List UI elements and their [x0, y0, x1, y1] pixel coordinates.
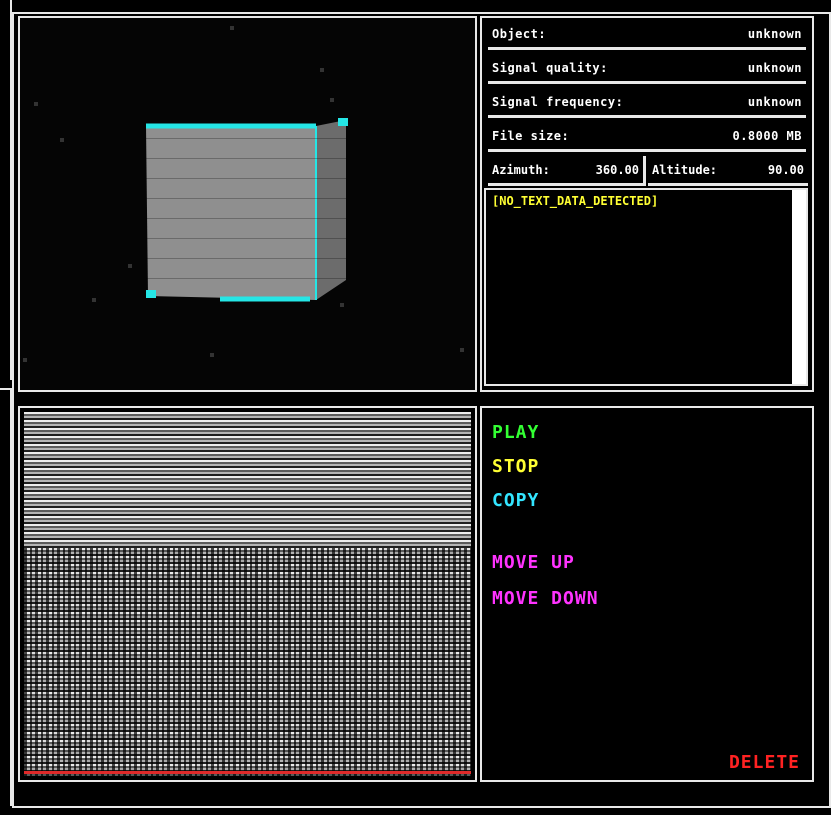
scanlines [146, 138, 346, 279]
cube-corner [338, 118, 348, 126]
text-data-message: [NO_TEXT_DATA_DETECTED] [492, 194, 659, 208]
delete-button[interactable]: DELETE [728, 752, 800, 773]
object-value: unknown [747, 26, 802, 41]
main-frame [12, 12, 831, 808]
signal-quality-row: Signal quality: unknown [488, 54, 806, 84]
spectrogram-noise [24, 548, 471, 776]
object-row: Object: unknown [488, 20, 806, 50]
altitude-value: 90.00 [767, 162, 804, 177]
signal-frequency-label: Signal frequency: [492, 94, 624, 109]
left-panel-edge [0, 0, 12, 380]
controls-panel: PLAY STOP COPY MOVE UP MOVE DOWN DELETE [480, 406, 814, 782]
cube-object [146, 118, 348, 302]
text-data-box[interactable]: [NO_TEXT_DATA_DETECTED] [484, 188, 808, 386]
info-panel: Object: unknown Signal quality: unknown … [480, 16, 814, 392]
copy-button[interactable]: COPY [492, 490, 540, 511]
file-size-value: 0.8000 MB [732, 128, 802, 143]
file-size-row: File size: 0.8000 MB [488, 122, 806, 152]
object-label: Object: [492, 26, 547, 41]
signal-frequency-row: Signal frequency: unknown [488, 88, 806, 118]
azimuth-label: Azimuth: [492, 162, 550, 177]
playback-position-line [24, 771, 471, 774]
move-up-button[interactable]: MOVE UP [492, 552, 575, 573]
signal-spectrogram [18, 406, 477, 782]
cube-side-face [316, 120, 346, 300]
file-size-label: File size: [492, 128, 570, 143]
play-button[interactable]: PLAY [492, 422, 540, 443]
altitude-label: Altitude: [652, 162, 718, 177]
stop-button[interactable]: STOP [492, 456, 540, 477]
altitude-row: Altitude: 90.00 [648, 156, 808, 186]
left-panel-edge-lower [0, 388, 12, 806]
signal-quality-label: Signal quality: [492, 60, 608, 75]
object-viewer[interactable] [18, 16, 477, 392]
azimuth-value: 360.00 [595, 162, 639, 177]
move-down-button[interactable]: MOVE DOWN [492, 588, 599, 609]
signal-quality-value: unknown [747, 60, 802, 75]
signal-frequency-value: unknown [747, 94, 802, 109]
text-data-scrollbar[interactable] [792, 190, 806, 384]
cube-front-face [146, 126, 316, 300]
cube-corner [146, 290, 156, 298]
azimuth-row: Azimuth: 360.00 [488, 156, 646, 186]
